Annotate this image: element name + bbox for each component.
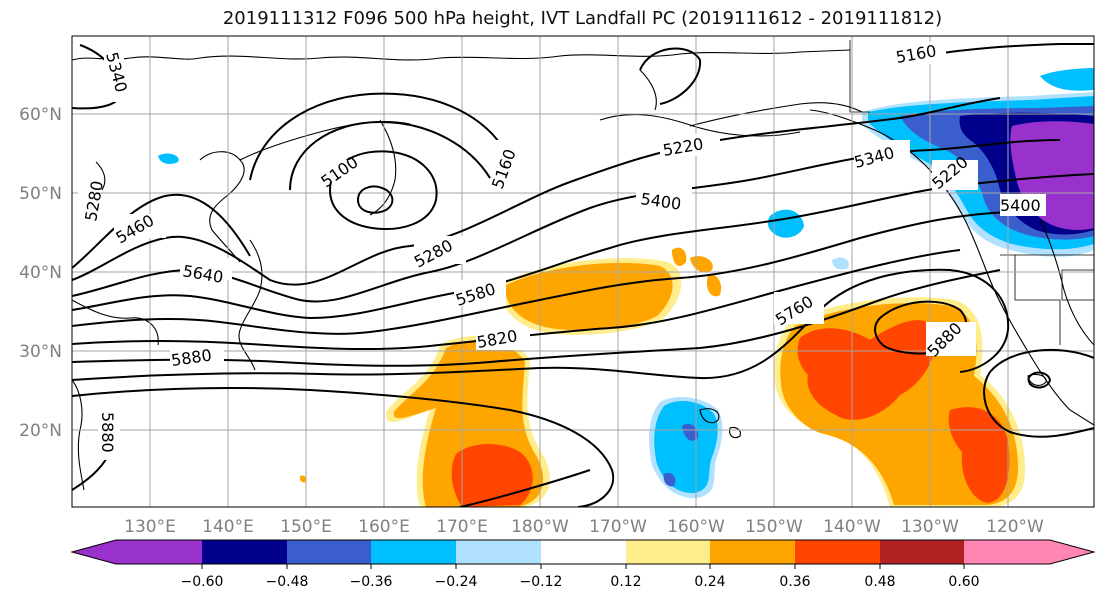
boundary-lines: [849, 40, 1094, 345]
colorbar-segment: [795, 540, 880, 564]
lon-label: 150°E: [280, 517, 332, 537]
lon-label: 120°W: [986, 517, 1044, 537]
colorbar-tick-label: −0.48: [266, 574, 309, 590]
colorbar-tick-label: −0.24: [435, 574, 478, 590]
colorbar-segment: [456, 540, 541, 564]
contour-labels: 5340 5160 5100 5160 5220 5340 5280 5460 …: [78, 41, 1046, 460]
lon-label: 140°E: [202, 517, 254, 537]
colorbar-tick-label: 0.12: [610, 574, 641, 590]
colorbar-tick-label: 0.48: [864, 574, 895, 590]
colorbar-tick-label: −0.12: [520, 574, 563, 590]
colorbar-segment: [880, 540, 964, 564]
lat-label: 50°N: [19, 184, 62, 204]
gridlines: [72, 36, 1094, 507]
colorbar-segment: [202, 540, 287, 564]
colorbar-tick-label: −0.36: [350, 574, 393, 590]
lon-label: 170°E: [436, 517, 488, 537]
lon-label: 180°W: [511, 517, 569, 537]
colorbar-segment: [964, 540, 1094, 564]
lat-label: 30°N: [19, 342, 62, 362]
colorbar-tick-label: −0.60: [181, 574, 224, 590]
lat-label: 40°N: [19, 263, 62, 283]
lon-label: 130°E: [124, 517, 176, 537]
colorbar-segment: [626, 540, 710, 564]
colorbar-segment: [72, 540, 202, 564]
lon-label: 170°W: [589, 517, 647, 537]
lon-label: 150°W: [745, 517, 803, 537]
contour-label: 5100: [317, 152, 361, 191]
coastlines: [72, 49, 1094, 491]
colorbar-segment: [371, 540, 456, 564]
colorbar-segment: [541, 540, 626, 564]
lon-label: 140°W: [823, 517, 881, 537]
ivt-fill-layer: [158, 68, 1094, 507]
colorbar-outline: [70, 539, 1096, 565]
longitude-labels: 130°E 140°E 150°E 160°E 170°E 180°W 170°…: [124, 517, 1044, 537]
colorbar-tick-label: 0.36: [779, 574, 810, 590]
map-title: 2019111312 F096 500 hPa height, IVT Land…: [222, 8, 943, 29]
latitude-labels: 60°N 50°N 40°N 30°N 20°N: [19, 105, 62, 441]
colorbar-segment: [710, 540, 795, 564]
lon-label: 130°W: [901, 517, 959, 537]
lat-label: 20°N: [19, 421, 62, 441]
colorbar-segment: [287, 540, 371, 564]
lon-label: 160°W: [667, 517, 725, 537]
colorbar: −0.60 −0.48 −0.36 −0.24 −0.12 0.12 0.24 …: [70, 539, 1096, 590]
contour-label: 5400: [1000, 196, 1041, 215]
lat-label: 60°N: [19, 105, 62, 125]
contour-label: 5880: [98, 412, 117, 453]
colorbar-tick-label: 0.24: [694, 574, 725, 590]
colorbar-tick-label: 0.60: [948, 574, 979, 590]
map-frame: [71, 35, 1095, 508]
lon-label: 160°E: [358, 517, 410, 537]
